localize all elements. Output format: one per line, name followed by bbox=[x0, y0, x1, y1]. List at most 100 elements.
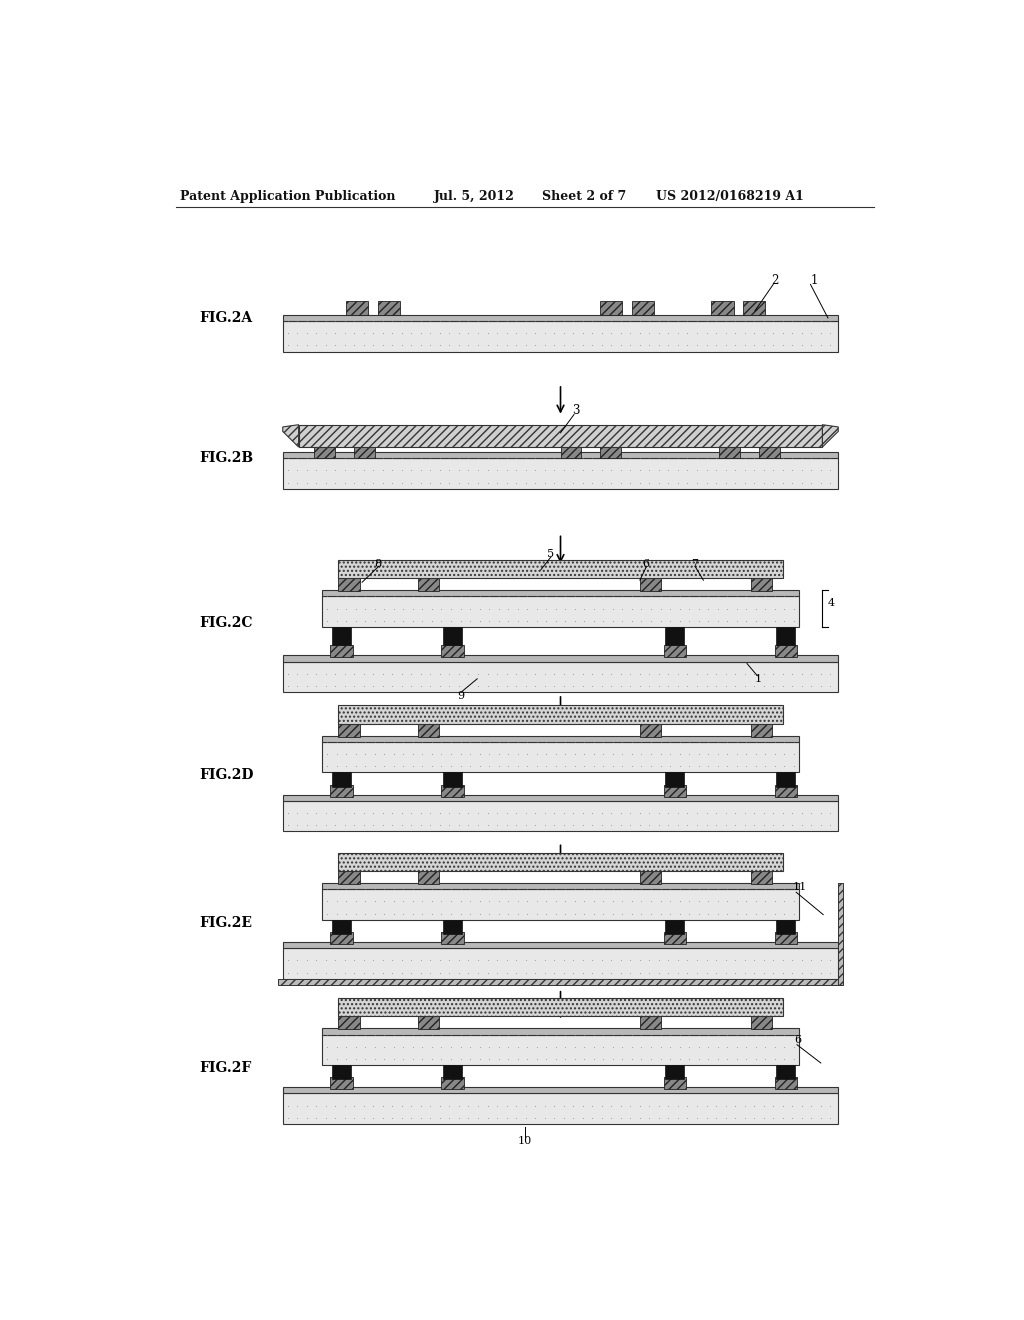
Text: 4: 4 bbox=[828, 598, 836, 607]
Bar bbox=[640, 578, 662, 591]
Bar bbox=[331, 932, 352, 944]
Bar bbox=[378, 301, 400, 315]
Polygon shape bbox=[822, 425, 839, 447]
Bar bbox=[338, 578, 359, 591]
Bar bbox=[775, 932, 797, 944]
Text: 10: 10 bbox=[518, 1137, 531, 1146]
Text: 1: 1 bbox=[811, 273, 818, 286]
Bar bbox=[666, 920, 684, 935]
Bar bbox=[331, 784, 352, 797]
Bar bbox=[283, 795, 839, 801]
Bar bbox=[323, 1035, 799, 1065]
Text: FIG.2F: FIG.2F bbox=[200, 1061, 252, 1074]
Bar bbox=[338, 560, 782, 578]
Bar bbox=[664, 784, 686, 797]
Bar bbox=[332, 627, 351, 645]
Bar bbox=[332, 920, 351, 935]
Text: 6: 6 bbox=[642, 558, 649, 569]
Bar bbox=[640, 723, 662, 737]
Bar bbox=[418, 723, 439, 737]
Bar bbox=[443, 920, 462, 935]
Text: FIG.2B: FIG.2B bbox=[200, 451, 254, 465]
Text: 5: 5 bbox=[547, 549, 554, 558]
Bar bbox=[283, 458, 839, 488]
Text: Jul. 5, 2012: Jul. 5, 2012 bbox=[433, 190, 514, 202]
Bar bbox=[441, 1077, 464, 1089]
Bar bbox=[640, 871, 662, 884]
Text: US 2012/0168219 A1: US 2012/0168219 A1 bbox=[655, 190, 804, 202]
Text: Patent Application Publication: Patent Application Publication bbox=[179, 190, 395, 202]
Bar bbox=[560, 447, 582, 458]
Bar bbox=[712, 301, 733, 315]
Text: 6: 6 bbox=[795, 1035, 802, 1044]
Bar bbox=[338, 1016, 359, 1030]
Bar bbox=[666, 627, 684, 645]
Bar bbox=[283, 453, 839, 458]
Bar bbox=[283, 1088, 839, 1093]
Bar bbox=[323, 590, 799, 597]
Bar bbox=[666, 1065, 684, 1080]
Text: FIG.2D: FIG.2D bbox=[200, 768, 254, 783]
Bar bbox=[443, 772, 462, 787]
Bar bbox=[283, 801, 839, 832]
Bar bbox=[323, 597, 799, 627]
Bar bbox=[751, 578, 772, 591]
Bar bbox=[278, 978, 843, 985]
Bar bbox=[839, 883, 843, 985]
Bar bbox=[640, 1016, 662, 1030]
Text: FIG.2A: FIG.2A bbox=[200, 312, 253, 325]
Bar bbox=[323, 883, 799, 890]
Bar bbox=[776, 920, 796, 935]
Bar bbox=[751, 723, 772, 737]
Bar bbox=[283, 315, 839, 321]
Bar bbox=[664, 932, 686, 944]
Bar bbox=[775, 645, 797, 657]
Bar bbox=[323, 890, 799, 920]
Polygon shape bbox=[283, 425, 299, 447]
Bar bbox=[346, 301, 369, 315]
Bar bbox=[283, 948, 839, 978]
Bar bbox=[666, 772, 684, 787]
Text: 3: 3 bbox=[572, 404, 580, 417]
Bar bbox=[441, 932, 464, 944]
Bar bbox=[338, 998, 782, 1016]
Bar bbox=[299, 425, 822, 447]
Bar bbox=[323, 735, 799, 742]
Text: 2: 2 bbox=[771, 273, 778, 286]
Bar bbox=[719, 447, 740, 458]
Bar bbox=[751, 871, 772, 884]
Bar bbox=[338, 853, 782, 871]
Bar bbox=[338, 871, 359, 884]
Bar bbox=[776, 772, 796, 787]
Bar bbox=[338, 723, 359, 737]
Bar bbox=[338, 705, 782, 723]
Bar bbox=[443, 627, 462, 645]
Bar bbox=[283, 661, 839, 692]
Text: FIG.2C: FIG.2C bbox=[200, 616, 253, 630]
Bar bbox=[332, 772, 351, 787]
Text: 1: 1 bbox=[755, 673, 762, 684]
Text: 8: 8 bbox=[374, 558, 381, 569]
Bar bbox=[418, 578, 439, 591]
Bar bbox=[283, 656, 839, 661]
Bar bbox=[664, 645, 686, 657]
Text: 7: 7 bbox=[691, 558, 698, 569]
Text: FIG.2E: FIG.2E bbox=[200, 916, 253, 929]
Bar bbox=[332, 1065, 351, 1080]
Bar bbox=[323, 742, 799, 772]
Bar bbox=[283, 1093, 839, 1125]
Bar bbox=[743, 301, 765, 315]
Bar bbox=[283, 321, 839, 351]
Bar bbox=[776, 1065, 796, 1080]
Bar bbox=[331, 645, 352, 657]
Bar bbox=[664, 1077, 686, 1089]
Bar bbox=[775, 784, 797, 797]
Bar bbox=[600, 447, 621, 458]
Bar bbox=[354, 447, 375, 458]
Bar bbox=[418, 1016, 439, 1030]
Text: Sheet 2 of 7: Sheet 2 of 7 bbox=[543, 190, 627, 202]
Bar bbox=[759, 447, 779, 458]
Bar bbox=[775, 1077, 797, 1089]
Bar bbox=[283, 942, 839, 948]
Bar bbox=[600, 301, 623, 315]
